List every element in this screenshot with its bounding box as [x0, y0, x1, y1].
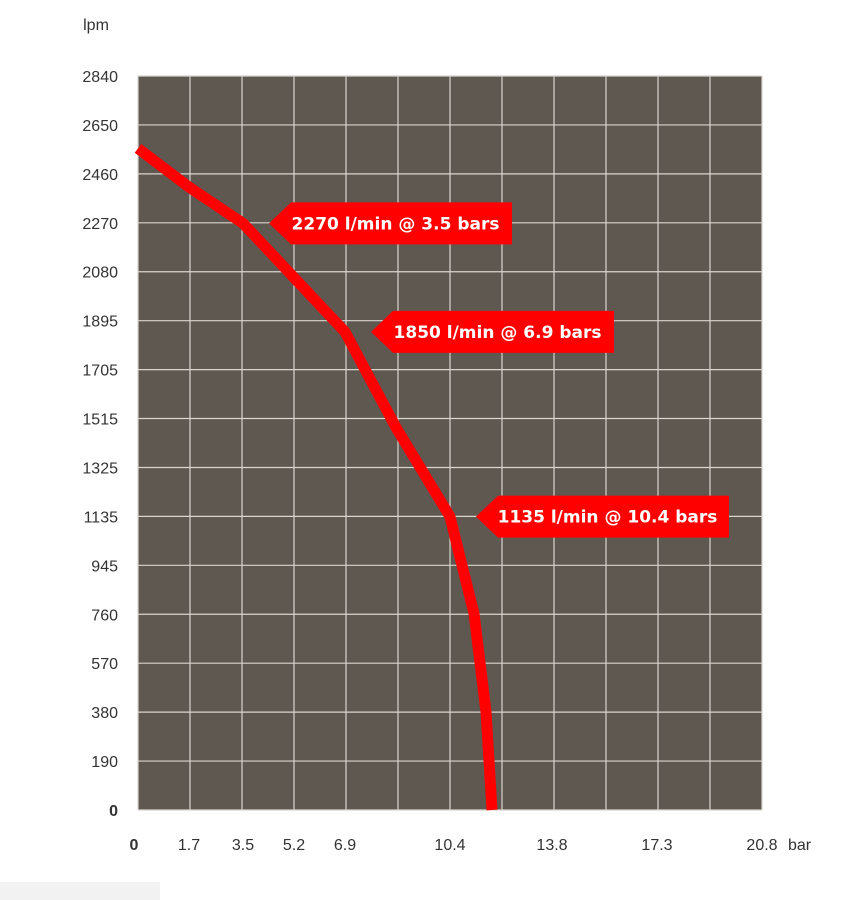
- y-tick-label: 2270: [82, 216, 118, 233]
- y-tick-label: 945: [91, 558, 118, 575]
- y-tick-label: 190: [91, 754, 118, 771]
- y-tick-label: 2650: [82, 118, 118, 135]
- x-axis-unit-label: bar: [788, 837, 812, 854]
- y-tick-label: 570: [91, 656, 118, 673]
- y-tick-label: 2460: [82, 167, 118, 184]
- grid-lines: [137, 75, 763, 811]
- x-tick-label: 20.8: [746, 837, 777, 854]
- y-axis: 0 190 380 570 760 945 1135 1325 1515 1705 1895 2080…: [82, 69, 118, 820]
- series-layer: [134, 144, 498, 811]
- pump-curve-line: [134, 144, 498, 811]
- x-tick-label: 5.2: [283, 837, 305, 854]
- annotation-label: 2270 l/min @ 3.5 bars: [292, 214, 500, 234]
- annotation-callout: 1850 l/min @ 6.9 bars: [371, 310, 614, 353]
- x-tick-label: 10.4: [434, 837, 465, 854]
- y-tick-label: 1895: [82, 314, 118, 331]
- x-tick-label: 0: [130, 837, 139, 854]
- y-tick-label: 1515: [82, 412, 118, 429]
- y-tick-label: 0: [109, 803, 118, 820]
- annotation-box: [371, 310, 614, 353]
- annotations: 2270 l/min @ 3.5 bars 1850 l/min @ 6.9 ba…: [269, 202, 729, 538]
- y-tick-label: 1705: [82, 363, 118, 380]
- annotation-box: [269, 202, 512, 245]
- annotation-label: 1135 l/min @ 10.4 bars: [498, 508, 718, 528]
- y-tick-label: 380: [91, 705, 118, 722]
- y-tick-label: 1135: [84, 509, 119, 526]
- annotation-callout: 1135 l/min @ 10.4 bars: [476, 495, 729, 538]
- x-axis: 0 1.7 3.5 5.2 6.9 10.4 13.8 17.3 20.8: [130, 837, 778, 854]
- y-tick-label: 760: [91, 607, 118, 624]
- y-tick-label: 2080: [82, 265, 118, 282]
- x-tick-label: 13.8: [536, 837, 567, 854]
- annotation-callout: 2270 l/min @ 3.5 bars: [269, 202, 512, 245]
- x-tick-label: 3.5: [232, 837, 254, 854]
- y-tick-label: 2840: [82, 69, 118, 86]
- y-tick-label: 1325: [82, 460, 118, 477]
- y-axis-unit-label: lpm: [83, 17, 109, 34]
- bottom-band: [0, 882, 160, 900]
- x-tick-label: 6.9: [334, 837, 356, 854]
- annotation-label: 1850 l/min @ 6.9 bars: [394, 323, 602, 343]
- x-tick-label: 17.3: [641, 837, 672, 854]
- annotation-box: [476, 495, 729, 538]
- x-tick-label: 1.7: [178, 837, 200, 854]
